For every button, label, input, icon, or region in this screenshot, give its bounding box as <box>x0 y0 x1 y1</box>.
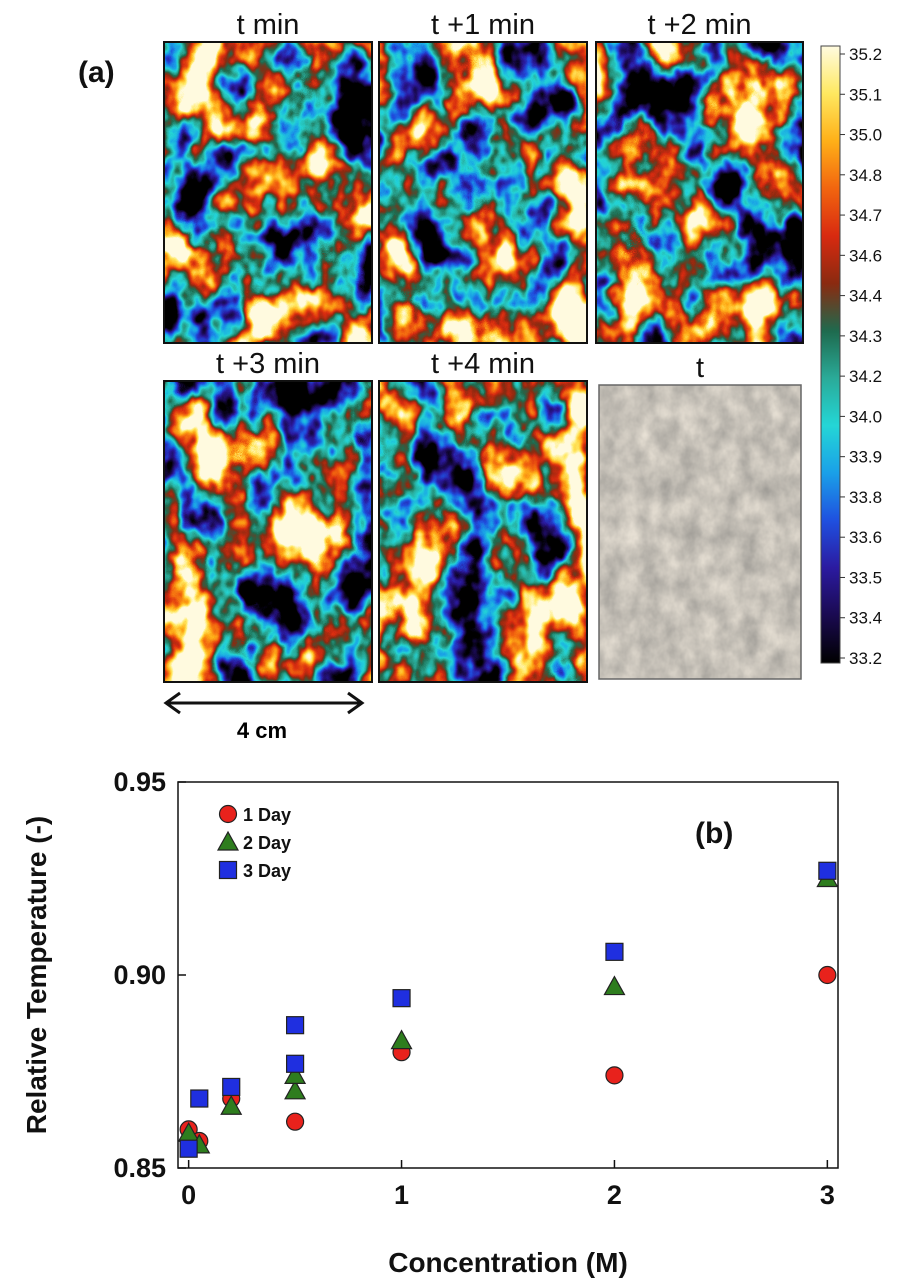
legend-label: 2 Day <box>243 833 291 853</box>
colorbar-tick-label: 35.2 <box>849 45 882 64</box>
frame-title: t +1 min <box>431 9 535 41</box>
colorbar-tick-label: 34.7 <box>849 206 882 225</box>
frame-border <box>378 380 588 683</box>
data-point <box>605 942 624 961</box>
frame-5: t +4 min <box>378 348 588 683</box>
data-point <box>190 1089 209 1108</box>
frame-4: t +3 min <box>163 348 373 683</box>
colorbar-tick-label: 33.8 <box>849 488 882 507</box>
colorbar-tick-label: 34.3 <box>849 327 882 346</box>
frame-6: t <box>598 352 802 680</box>
thermal-image <box>596 42 803 343</box>
frame-title: t +4 min <box>431 348 535 380</box>
colorbar-tick-label: 34.2 <box>849 367 882 386</box>
colorbar-tick-label: 33.4 <box>849 609 882 628</box>
x-tick-label: 1 <box>394 1180 409 1210</box>
scale-bar-label: 4 cm <box>237 718 287 743</box>
frame-border <box>598 384 802 680</box>
frame-border <box>378 41 588 344</box>
thermal-frames: t min t +1 min t +2 min t +3 min t +4 min t <box>163 9 804 683</box>
data-point <box>392 989 411 1008</box>
frame-title: t +3 min <box>216 348 320 380</box>
colorbar-tick-label: 35.0 <box>849 126 882 145</box>
data-point <box>220 1095 243 1115</box>
colorbar-tick-label: 33.5 <box>849 568 882 587</box>
panel-a: (a) t min t +1 min t +2 min t +3 min t +4 mi… <box>78 9 882 743</box>
frame-border <box>163 41 373 344</box>
scale-bar-right-arrow <box>347 691 365 715</box>
y-tick-label: 0.85 <box>113 1153 166 1183</box>
data-point <box>818 965 837 985</box>
legend-marker <box>218 860 238 880</box>
data-point <box>284 1064 307 1084</box>
frame-1: t min <box>163 9 373 344</box>
frame-2: t +1 min <box>378 9 588 344</box>
colorbar-tick-label: 34.6 <box>849 246 882 265</box>
thermal-image <box>379 381 587 682</box>
data-point <box>605 1066 624 1085</box>
x-tick-label: 3 <box>820 1180 835 1210</box>
legend-label: 1 Day <box>243 805 291 825</box>
x-tick-label: 2 <box>607 1180 622 1210</box>
legend-label: 3 Day <box>243 861 291 881</box>
x-tick-label: 0 <box>181 1180 196 1210</box>
data-point <box>818 861 837 880</box>
series-square <box>179 861 837 1158</box>
data-point <box>285 1016 305 1035</box>
y-axis-title: Relative Temperature (-) <box>21 816 52 1134</box>
frame-border <box>163 380 373 683</box>
scale-bar-left-arrow <box>163 691 181 715</box>
frame-title: t +2 min <box>648 9 752 41</box>
y-axis-ticks: 0.85 0.90 0.95 <box>113 767 186 1183</box>
thermal-image <box>164 381 372 682</box>
colorbar-tick-label: 34.4 <box>849 287 882 306</box>
colorbar-tick-label: 33.2 <box>849 649 882 668</box>
x-axis-ticks: 0 1 2 3 <box>181 1160 835 1210</box>
panel-b-chart: 0.85 0.90 0.95 0 1 2 3 1 Day 2 Day 3 Day (b) Co… <box>21 767 839 1278</box>
legend: 1 Day 2 Day 3 Day <box>216 804 291 881</box>
frame-title: t <box>696 352 704 384</box>
thermal-image <box>379 42 587 343</box>
colorbar-tick-label: 34.8 <box>849 166 882 185</box>
colorbar-ticks: 35.2 35.1 35.0 34.8 34.7 34.6 34.4 34.3 34.2 34.0… <box>840 45 882 668</box>
frame-border <box>595 41 804 344</box>
legend-marker <box>216 830 240 851</box>
thermal-image <box>164 42 372 343</box>
data-point <box>222 1077 241 1097</box>
frame-3: t +2 min <box>595 9 804 344</box>
scale-bar: 4 cm <box>163 691 365 743</box>
data-point <box>285 1054 305 1073</box>
y-tick-label: 0.90 <box>113 960 166 990</box>
colorbar-tick-label: 33.6 <box>849 528 882 547</box>
colorbar-tick-label: 33.9 <box>849 448 882 467</box>
data-point <box>603 975 626 996</box>
panel-a-label: (a) <box>78 56 115 89</box>
series-triangle <box>177 867 839 1154</box>
sample-photo <box>599 385 801 679</box>
data-point <box>284 1079 307 1100</box>
data-point <box>179 1139 198 1158</box>
panel-b-label: (b) <box>695 817 733 850</box>
colorbar: 35.2 35.1 35.0 34.8 34.7 34.6 34.4 34.3 34.2 34.0… <box>820 45 882 668</box>
data-points <box>177 861 839 1158</box>
colorbar-tick-label: 34.0 <box>849 407 882 426</box>
data-point <box>390 1029 413 1050</box>
x-axis-title: Concentration (M) <box>388 1247 628 1278</box>
frame-title: t min <box>237 9 300 41</box>
colorbar-gradient <box>820 45 841 664</box>
data-point <box>285 1112 305 1131</box>
colorbar-tick-label: 35.1 <box>849 85 882 104</box>
y-tick-label: 0.95 <box>113 767 166 797</box>
legend-marker <box>218 804 238 824</box>
plot-area <box>177 781 839 1169</box>
